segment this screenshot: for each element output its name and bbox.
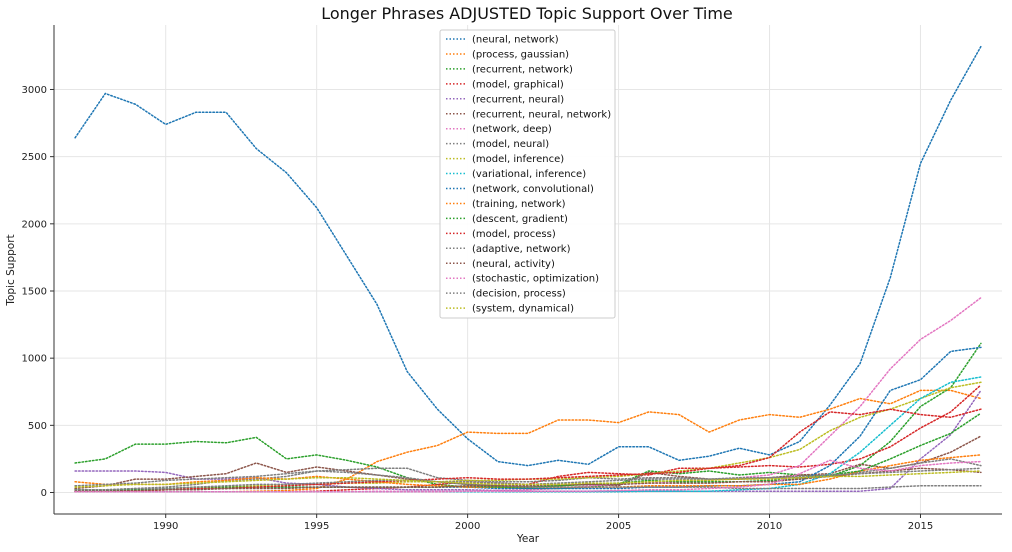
y-tick-label: 1000 xyxy=(22,354,47,365)
legend-entry: (network, deep) xyxy=(472,124,552,135)
chart-title: Longer Phrases ADJUSTED Topic Support Ov… xyxy=(321,4,733,23)
legend: (neural, network) (process, gaussian) (rec… xyxy=(439,29,616,319)
y-tick-label: 1500 xyxy=(22,286,47,297)
x-tick-label: 2000 xyxy=(455,521,480,532)
x-axis-ticks: 1990 1995 2000 2005 2010 2015 xyxy=(153,514,933,532)
series-line xyxy=(74,342,982,490)
legend-entry: (adaptive, network) xyxy=(472,244,571,255)
legend-entry: (network, convolutional) xyxy=(472,184,594,195)
legend-entry: (recurrent, network) xyxy=(472,64,573,75)
legend-entry: (stochastic, optimization) xyxy=(472,274,599,285)
x-tick-label: 2010 xyxy=(757,521,782,532)
legend-entry: (variational, inference) xyxy=(472,169,586,180)
x-tick-label: 2015 xyxy=(908,521,933,532)
legend-entry: (decision, process) xyxy=(472,289,566,300)
y-axis-ticks: 0 500 1000 1500 2000 2500 3000 xyxy=(22,85,54,499)
series-line xyxy=(74,470,982,488)
legend-entry: (recurrent, neural, network) xyxy=(472,109,611,120)
legend-entry: (neural, activity) xyxy=(472,259,555,270)
x-tick-label: 1990 xyxy=(153,521,178,532)
series-line xyxy=(74,454,982,488)
legend-entry: (model, process) xyxy=(472,229,556,240)
series-line xyxy=(74,467,982,492)
legend-entry: (recurrent, neural) xyxy=(472,94,564,105)
y-tick-label: 2000 xyxy=(22,219,47,230)
legend-entry: (model, inference) xyxy=(472,154,564,165)
y-axis-label: Topic Support xyxy=(5,234,17,306)
legend-box xyxy=(439,29,616,319)
series-line xyxy=(74,459,982,493)
series-line xyxy=(74,470,982,490)
legend-entry: (system, dynamical) xyxy=(472,304,574,315)
legend-entry: (neural, network) xyxy=(472,35,559,46)
y-tick-label: 3000 xyxy=(22,85,47,96)
series-line xyxy=(74,45,982,467)
legend-entry: (training, network) xyxy=(472,199,566,210)
x-axis-label: Year xyxy=(516,533,540,545)
series-lines xyxy=(74,45,982,493)
legend-entry: (model, neural) xyxy=(472,139,549,150)
legend-entry: (descent, gradient) xyxy=(472,214,568,225)
legend-entry: (process, gaussian) xyxy=(472,49,569,60)
x-tick-label: 1995 xyxy=(304,521,329,532)
series-line xyxy=(74,346,982,492)
y-tick-label: 2500 xyxy=(22,152,47,163)
y-tick-label: 500 xyxy=(28,421,47,432)
y-tick-label: 0 xyxy=(41,488,47,499)
x-tick-label: 2005 xyxy=(606,521,631,532)
legend-entry: (model, graphical) xyxy=(472,79,564,90)
